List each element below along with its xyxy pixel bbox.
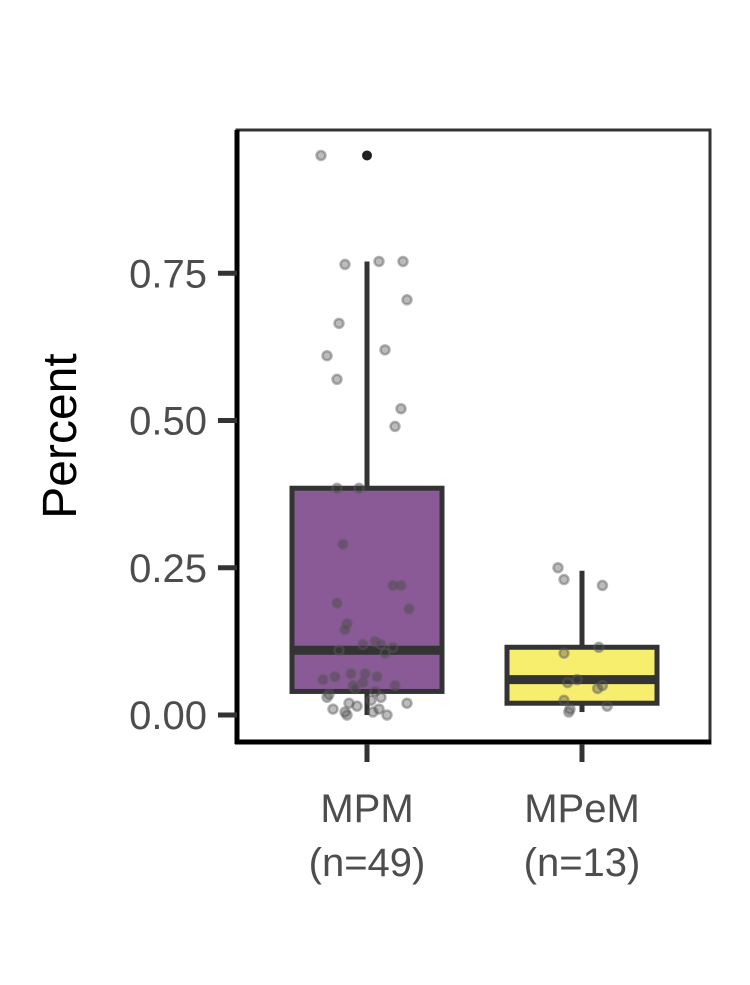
y-tick-label: 0.50 [129,400,207,444]
mpm-data-point [329,670,341,683]
mpm-data-point [345,668,357,680]
mpem-data-point [558,573,570,586]
mpm-outlier [362,150,372,161]
mpm-data-point [357,676,369,689]
mpm-data-point [373,703,385,715]
mpm-data-point [369,685,381,698]
mpem-data-point [563,706,575,718]
mpm-data-point [379,647,391,659]
mpm-data-point [397,255,409,268]
mpem-data-point [596,579,609,592]
mpm-data-point [333,317,345,330]
mpm-data-point [387,579,399,592]
y-tick-label: 0.25 [129,547,207,591]
mpm-data-point [395,579,407,592]
mpm-data-point [371,670,383,683]
mpm-data-point [387,641,399,654]
mpm-data-point [369,635,381,648]
y-axis-title: Percent [34,353,87,518]
mpm-data-point [339,623,351,636]
mpem-data-point [564,703,576,715]
mpm-data-point [357,638,369,651]
x-tick-label-count: (n=13) [524,841,641,885]
mpem-data-point [596,679,609,692]
mpm-data-point [375,638,387,651]
mpm-data-point [349,682,361,695]
mpm-data-point [331,373,343,386]
mpem-data-point [558,694,570,707]
mpm-data-point [315,149,327,162]
mpm-data-point [327,703,339,715]
mpem-data-point [552,562,564,574]
mpm-data-point [337,538,349,550]
mpm-data-point [341,709,353,721]
chart-marks [289,149,660,721]
mpm-data-point [331,482,343,494]
y-tick-label: 0.75 [129,252,207,296]
mpm-data-point [381,709,393,721]
mpm-data-point [341,617,353,630]
y-axis-ticks: 0.00 0.25 0.50 0.75 [129,252,237,738]
mpm-data-point [323,688,335,701]
mpm-data-point [389,420,401,433]
mpm-data-point [351,700,363,712]
mpm-data-point [401,697,413,709]
mpm-box [289,485,445,694]
x-tick-label-count: (n=49) [309,841,426,885]
mpm-data-point [373,255,385,268]
mpm-data-point [367,706,379,718]
mpm-data-point [375,691,387,704]
y-tick-label: 0.00 [129,694,207,738]
x-tick-label-group: MPM [320,787,413,831]
x-axis-ticks: MPM (n=49) MPeM (n=13) [309,744,641,885]
mpem-data-point [591,682,604,695]
mpm-data-point [347,679,359,692]
mpem-data-point [593,641,605,654]
mpm-data-point [321,691,333,704]
mpm-data-point [331,597,343,609]
mpm-data-point [333,644,345,656]
mpm-data-point [395,402,407,415]
mpem-data-point [571,673,583,686]
mpm-data-point [321,349,333,362]
mpm-data-point [317,673,329,686]
mpem-data-point [561,676,574,689]
mpm-data-point [389,679,401,692]
mpm-data-point [365,694,377,707]
mpm-data-point [339,258,351,271]
mpm-data-point [379,344,391,356]
mpm-data-point [353,482,365,494]
mpem-data-point [558,647,570,659]
mpm-data-point [401,294,413,306]
mpm-data-point [403,603,415,615]
mpem-data-point [601,700,613,712]
mpm-data-point [339,706,351,718]
mpm-data-point [359,668,371,680]
mpm-data-point [343,697,355,709]
x-tick-label-group: MPeM [524,787,640,831]
